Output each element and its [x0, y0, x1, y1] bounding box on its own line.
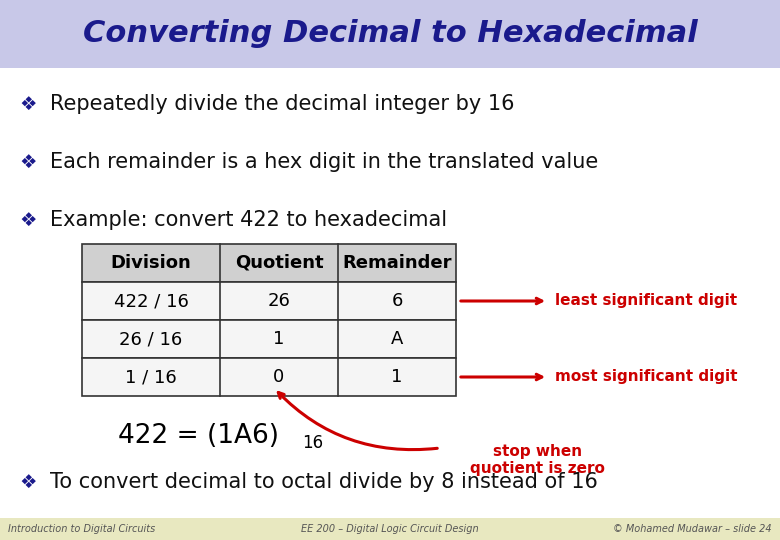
Text: Quotient: Quotient	[235, 254, 324, 272]
Bar	[0, 518, 780, 540]
Text: 1: 1	[392, 368, 402, 386]
Text: To convert decimal to octal divide by 8 instead of 16: To convert decimal to octal divide by 8 …	[50, 472, 598, 492]
Text: A: A	[391, 330, 403, 348]
Text: 422 = (1A6): 422 = (1A6)	[118, 423, 279, 449]
Text: 16: 16	[302, 434, 323, 452]
Text: © Mohamed Mudawar – slide 24: © Mohamed Mudawar – slide 24	[613, 524, 772, 534]
Text: Example: convert 422 to hexadecimal: Example: convert 422 to hexadecimal	[50, 210, 447, 230]
Text: 6: 6	[392, 292, 402, 310]
Text: ❖: ❖	[20, 152, 37, 172]
Text: ❖: ❖	[20, 211, 37, 229]
Text: Each remainder is a hex digit in the translated value: Each remainder is a hex digit in the tra…	[50, 152, 598, 172]
Bar	[82, 244, 456, 282]
Bar	[82, 320, 456, 358]
Text: 1 / 16: 1 / 16	[125, 368, 177, 386]
Text: EE 200 – Digital Logic Circuit Design: EE 200 – Digital Logic Circuit Design	[301, 524, 479, 534]
Text: least significant digit: least significant digit	[555, 294, 737, 308]
Text: ❖: ❖	[20, 94, 37, 113]
Text: Converting Decimal to Hexadecimal: Converting Decimal to Hexadecimal	[83, 19, 697, 49]
Bar	[0, 0, 780, 68]
Text: ❖: ❖	[20, 472, 37, 491]
Text: Remainder: Remainder	[342, 254, 452, 272]
Text: 26: 26	[268, 292, 290, 310]
Text: most significant digit: most significant digit	[555, 369, 738, 384]
Text: 26 / 16: 26 / 16	[119, 330, 183, 348]
Text: Division: Division	[111, 254, 191, 272]
Text: 1: 1	[273, 330, 285, 348]
Text: Repeatedly divide the decimal integer by 16: Repeatedly divide the decimal integer by…	[50, 94, 515, 114]
Bar	[82, 358, 456, 396]
Text: Introduction to Digital Circuits: Introduction to Digital Circuits	[8, 524, 155, 534]
Bar	[82, 282, 456, 320]
Text: 0: 0	[273, 368, 285, 386]
Text: 422 / 16: 422 / 16	[114, 292, 189, 310]
Text: stop when
quotient is zero: stop when quotient is zero	[470, 444, 604, 476]
